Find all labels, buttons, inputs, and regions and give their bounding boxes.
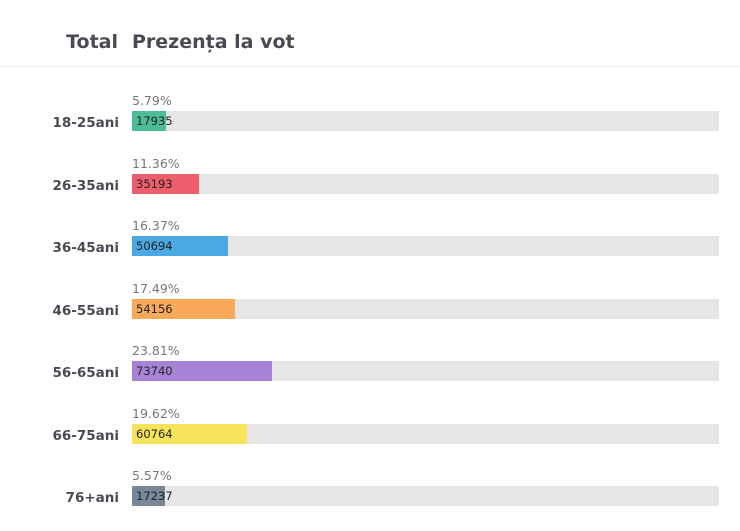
bar-row: 18-25ani 5.79% 17935 (0, 92, 740, 142)
percent-label: 17.49% (132, 280, 180, 296)
chart-header: Total Prezența la vot (0, 0, 740, 67)
category-label: 66-75ani (52, 427, 119, 444)
percent-label: 5.79% (132, 93, 172, 108)
value-label: 17935 (136, 114, 173, 128)
bar (132, 298, 235, 319)
bar-track: 17935 (132, 111, 719, 131)
bar-row: 26-35ani 11.36% 35193 (0, 155, 740, 205)
value-label: 60764 (136, 426, 173, 441)
bar-track: 50694 (132, 236, 719, 256)
total-heading: Total (66, 31, 118, 53)
bar-track: 17237 (132, 486, 719, 506)
bar (132, 486, 165, 506)
percent-label: 5.57% (132, 468, 172, 483)
bar-track: 60764 (132, 423, 719, 444)
percent-label: 11.36% (132, 155, 180, 171)
bar (132, 111, 166, 131)
category-label: 46-55ani (52, 302, 119, 319)
category-label: 76+ani (65, 490, 119, 506)
bar-track: 73740 (132, 361, 719, 381)
category-label: 18-25ani (52, 115, 119, 131)
bar-row: 56-65ani 23.81% 73740 (0, 342, 740, 392)
percent-label: 19.62% (132, 405, 180, 421)
bar (132, 423, 248, 444)
value-label: 17237 (136, 489, 173, 503)
bar-row: 66-75ani 19.62% 60764 (0, 405, 740, 455)
bar (132, 361, 272, 381)
bar-row: 36-45ani 16.37% 50694 (0, 217, 740, 267)
bar-row: 46-55ani 17.49% 54156 (0, 280, 740, 330)
bar-row: 76+ani 5.57% 17237 (0, 467, 740, 517)
bar-track: 54156 (132, 298, 719, 319)
value-label: 54156 (136, 301, 173, 316)
category-label: 26-35ani (52, 177, 119, 194)
value-label: 73740 (136, 364, 173, 378)
chart-title: Prezența la vot (132, 31, 295, 53)
category-label: 36-45ani (52, 240, 119, 256)
bar (132, 236, 229, 256)
percent-label: 16.37% (132, 218, 180, 233)
bar (132, 173, 199, 194)
percent-label: 23.81% (132, 343, 180, 358)
value-label: 35193 (136, 176, 173, 191)
bar-track: 35193 (132, 173, 719, 194)
value-label: 50694 (136, 239, 173, 253)
category-label: 56-65ani (52, 365, 119, 381)
